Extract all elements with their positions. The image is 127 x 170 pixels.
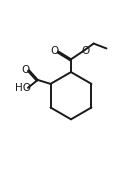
Text: HO: HO (15, 83, 31, 93)
Text: O: O (51, 46, 59, 56)
Text: O: O (21, 65, 30, 75)
Text: O: O (81, 46, 90, 56)
